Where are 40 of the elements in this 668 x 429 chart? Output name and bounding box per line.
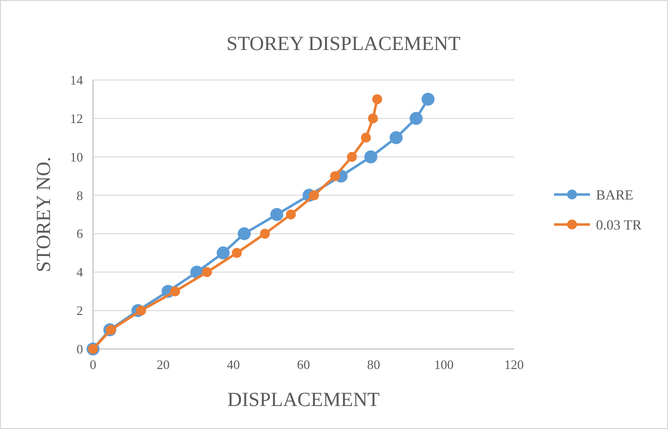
point — [260, 228, 270, 239]
y-tick-label: 10 — [70, 149, 83, 164]
x-tick-label: 40 — [226, 357, 240, 372]
point — [136, 306, 146, 316]
point — [346, 152, 357, 162]
legend-label: BARE — [596, 188, 634, 204]
point — [270, 208, 284, 221]
point — [238, 227, 251, 240]
y-tick-label: 14 — [70, 72, 84, 88]
x-tick-label: 0 — [90, 357, 96, 372]
point — [360, 132, 371, 143]
point — [232, 248, 242, 258]
point — [422, 92, 435, 106]
point — [410, 112, 423, 125]
y-tick-label: 0 — [76, 342, 83, 356]
y-tick-label: 4 — [76, 264, 84, 280]
x-tick-label: 120 — [504, 357, 524, 372]
chart-title: STOREY DISPLACEMENT — [226, 33, 460, 55]
x-axis-title: DISPLACEMENT — [227, 389, 380, 411]
y-tick-label: 8 — [76, 188, 83, 203]
point — [364, 150, 378, 164]
x-tick-label: 60 — [297, 357, 310, 372]
point — [309, 190, 320, 200]
y-tick-label: 12 — [70, 110, 83, 126]
y-tick-label: 2 — [76, 303, 83, 318]
x-tick-label: 20 — [156, 357, 170, 372]
point — [330, 171, 340, 182]
legend-label: 0.03 TR — [596, 218, 642, 234]
x-tick-label: 80 — [367, 357, 380, 372]
x-tick-label: 100 — [434, 357, 454, 372]
point — [106, 324, 116, 335]
point — [372, 94, 382, 104]
point — [216, 246, 230, 260]
y-axis-title: STOREY NO. — [33, 156, 55, 272]
point — [202, 267, 212, 278]
point — [390, 131, 403, 144]
y-tick-label: 6 — [76, 226, 84, 242]
point — [368, 113, 378, 124]
point — [286, 210, 296, 220]
point — [170, 286, 180, 296]
